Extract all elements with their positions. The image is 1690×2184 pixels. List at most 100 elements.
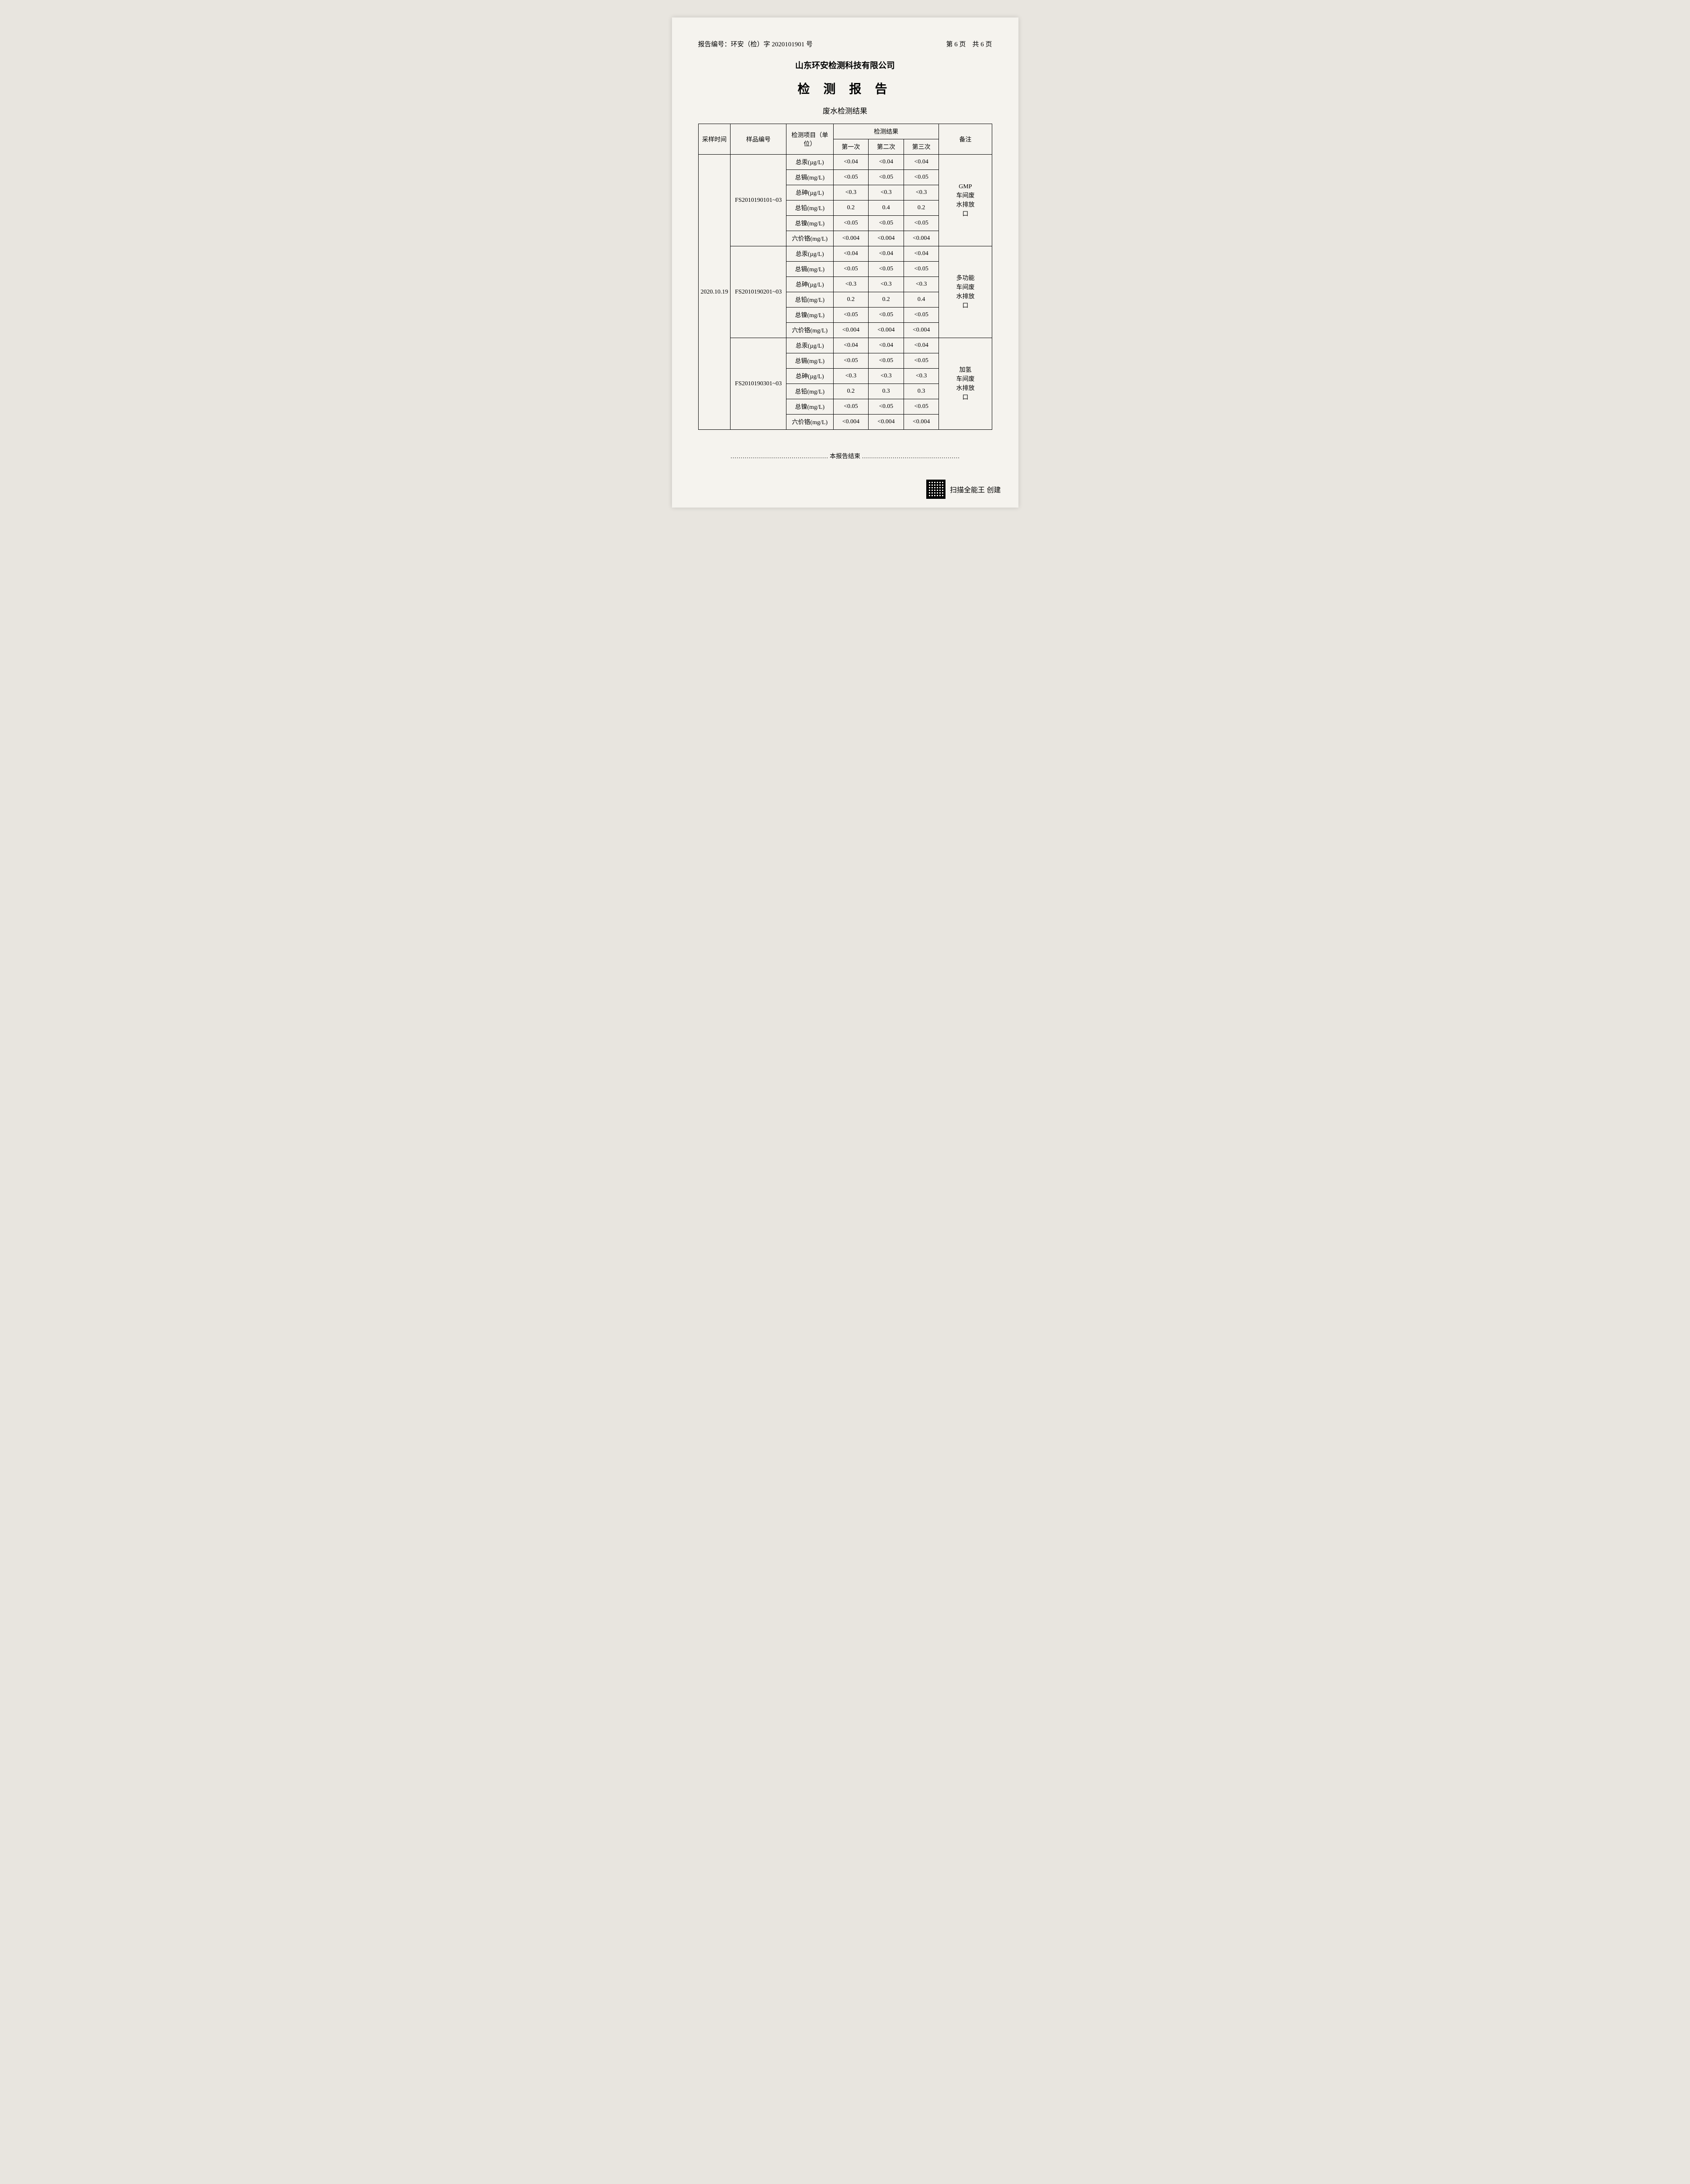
cell-value-2: 0.2 xyxy=(869,292,904,308)
cell-value-1: <0.3 xyxy=(833,277,869,292)
cell-value-3: <0.004 xyxy=(904,231,939,246)
cell-value-2: 0.3 xyxy=(869,384,904,399)
cell-test-item: 总铅(mg/L) xyxy=(786,200,834,216)
table-row: FS2010190201~03总汞(µg/L)<0.04<0.04<0.04多功… xyxy=(698,246,992,262)
col-sample-time: 采样时间 xyxy=(698,124,731,155)
col-test-result: 检测结果 xyxy=(833,124,939,139)
cell-test-item: 总汞(µg/L) xyxy=(786,338,834,353)
cell-test-item: 总汞(µg/L) xyxy=(786,155,834,170)
cell-value-3: <0.3 xyxy=(904,185,939,200)
cell-value-1: <0.05 xyxy=(833,216,869,231)
cell-test-item: 总镉(mg/L) xyxy=(786,262,834,277)
cell-value-3: <0.05 xyxy=(904,216,939,231)
cell-value-3: <0.05 xyxy=(904,308,939,323)
cell-test-item: 总铅(mg/L) xyxy=(786,384,834,399)
cell-value-3: <0.05 xyxy=(904,353,939,369)
report-number: 报告编号：环安（检）字 2020101901 号 xyxy=(698,39,813,48)
cell-value-3: <0.05 xyxy=(904,399,939,415)
cell-value-2: <0.05 xyxy=(869,170,904,185)
cell-test-item: 总汞(µg/L) xyxy=(786,246,834,262)
cell-sample-time: 2020.10.19 xyxy=(698,155,731,430)
cell-test-item: 总镉(mg/L) xyxy=(786,170,834,185)
table-row: 2020.10.19FS2010190101~03总汞(µg/L)<0.04<0… xyxy=(698,155,992,170)
cell-value-2: <0.004 xyxy=(869,415,904,430)
cell-test-item: 六价铬(mg/L) xyxy=(786,415,834,430)
cell-value-3: <0.04 xyxy=(904,338,939,353)
cell-value-2: <0.04 xyxy=(869,246,904,262)
footer-text: 扫描全能王 创建 xyxy=(950,484,1001,494)
cell-value-3: 0.2 xyxy=(904,200,939,216)
cell-value-2: <0.05 xyxy=(869,262,904,277)
cell-value-2: <0.05 xyxy=(869,353,904,369)
col-first: 第一次 xyxy=(833,139,869,155)
cell-value-3: 0.4 xyxy=(904,292,939,308)
cell-value-3: <0.004 xyxy=(904,415,939,430)
cell-test-item: 六价铬(mg/L) xyxy=(786,323,834,338)
cell-sample-no: FS2010190301~03 xyxy=(731,338,786,430)
cell-value-2: <0.3 xyxy=(869,277,904,292)
cell-value-1: <0.004 xyxy=(833,231,869,246)
cell-value-3: <0.04 xyxy=(904,246,939,262)
cell-remark: GMP车间废水排放口 xyxy=(939,155,992,246)
cell-value-1: <0.05 xyxy=(833,399,869,415)
table-header: 采样时间 样品编号 检测项目（单位） 检测结果 备注 第一次 第二次 第三次 xyxy=(698,124,992,155)
cell-value-1: <0.05 xyxy=(833,308,869,323)
cell-value-3: <0.05 xyxy=(904,170,939,185)
cell-value-1: <0.004 xyxy=(833,415,869,430)
report-subtitle: 废水检测结果 xyxy=(698,105,992,116)
cell-test-item: 总镍(mg/L) xyxy=(786,308,834,323)
cell-test-item: 总砷(µg/L) xyxy=(786,369,834,384)
cell-value-1: <0.04 xyxy=(833,338,869,353)
header-row: 报告编号：环安（检）字 2020101901 号 第 6 页 共 6 页 xyxy=(698,39,992,48)
scanner-footer: 扫描全能王 创建 xyxy=(926,480,1001,499)
cell-value-1: 0.2 xyxy=(833,292,869,308)
cell-sample-no: FS2010190201~03 xyxy=(731,246,786,338)
cell-value-1: <0.05 xyxy=(833,262,869,277)
cell-value-2: <0.004 xyxy=(869,323,904,338)
company-name: 山东环安检测科技有限公司 xyxy=(698,59,992,71)
cell-value-2: <0.3 xyxy=(869,369,904,384)
cell-value-1: <0.05 xyxy=(833,353,869,369)
report-end-line: ………………………………………… 本报告结束 ………………………………………… xyxy=(698,452,992,460)
cell-value-3: 0.3 xyxy=(904,384,939,399)
cell-value-2: <0.004 xyxy=(869,231,904,246)
cell-value-1: <0.04 xyxy=(833,155,869,170)
cell-value-1: <0.04 xyxy=(833,246,869,262)
cell-value-1: <0.3 xyxy=(833,369,869,384)
col-second: 第二次 xyxy=(869,139,904,155)
cell-sample-no: FS2010190101~03 xyxy=(731,155,786,246)
page-info: 第 6 页 共 6 页 xyxy=(946,39,992,48)
cell-test-item: 总铅(mg/L) xyxy=(786,292,834,308)
cell-value-3: <0.3 xyxy=(904,369,939,384)
end-text: 本报告结束 xyxy=(830,453,860,460)
dots-left: ………………………………………… xyxy=(731,453,828,460)
cell-value-2: <0.04 xyxy=(869,338,904,353)
cell-value-2: 0.4 xyxy=(869,200,904,216)
cell-value-2: <0.05 xyxy=(869,399,904,415)
report-title: 检 测 报 告 xyxy=(698,79,992,97)
results-table: 采样时间 样品编号 检测项目（单位） 检测结果 备注 第一次 第二次 第三次 2… xyxy=(698,124,992,430)
cell-remark: 加氢车间废水排放口 xyxy=(939,338,992,430)
cell-value-2: <0.05 xyxy=(869,216,904,231)
cell-value-2: <0.04 xyxy=(869,155,904,170)
qr-code-icon xyxy=(926,480,945,499)
cell-value-3: <0.3 xyxy=(904,277,939,292)
cell-value-2: <0.05 xyxy=(869,308,904,323)
cell-value-2: <0.3 xyxy=(869,185,904,200)
col-remark: 备注 xyxy=(939,124,992,155)
col-third: 第三次 xyxy=(904,139,939,155)
cell-test-item: 总砷(µg/L) xyxy=(786,277,834,292)
cell-test-item: 总镉(mg/L) xyxy=(786,353,834,369)
cell-value-1: <0.05 xyxy=(833,170,869,185)
cell-value-3: <0.04 xyxy=(904,155,939,170)
cell-test-item: 总砷(µg/L) xyxy=(786,185,834,200)
cell-test-item: 总镍(mg/L) xyxy=(786,399,834,415)
cell-value-3: <0.004 xyxy=(904,323,939,338)
cell-test-item: 总镍(mg/L) xyxy=(786,216,834,231)
cell-value-1: <0.004 xyxy=(833,323,869,338)
report-page: 报告编号：环安（检）字 2020101901 号 第 6 页 共 6 页 山东环… xyxy=(672,17,1018,508)
table-row: FS2010190301~03总汞(µg/L)<0.04<0.04<0.04加氢… xyxy=(698,338,992,353)
cell-value-1: 0.2 xyxy=(833,200,869,216)
col-sample-no: 样品编号 xyxy=(731,124,786,155)
cell-value-1: 0.2 xyxy=(833,384,869,399)
